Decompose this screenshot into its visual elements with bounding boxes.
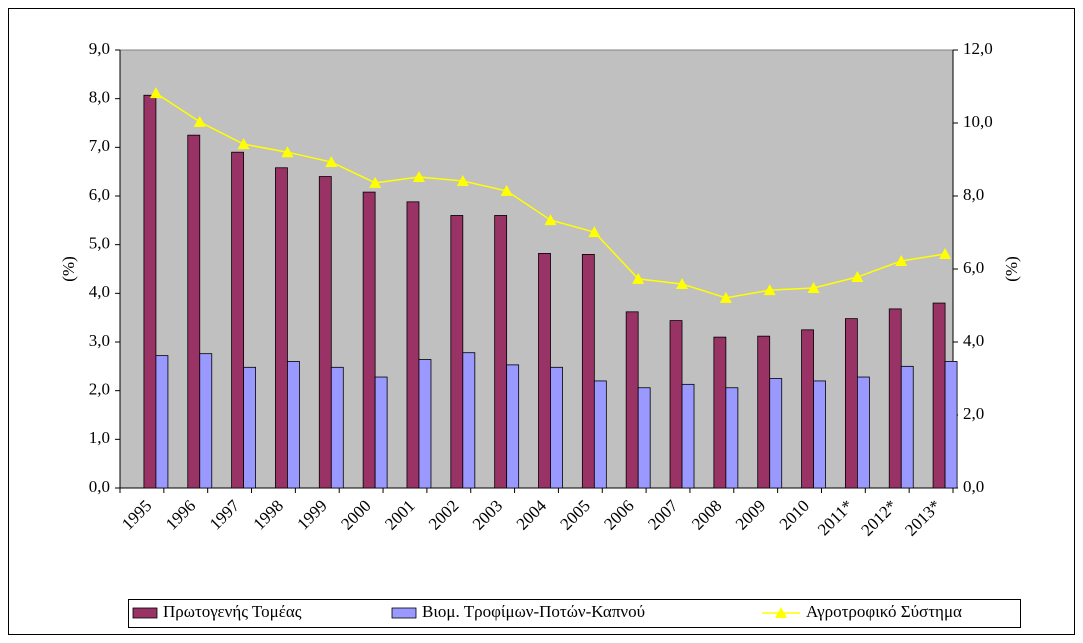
bar [143,94,157,489]
bar [275,167,288,489]
bar [757,335,771,489]
bar [844,318,858,489]
legend-swatch [775,607,787,618]
bar [669,320,683,489]
bar [330,366,344,489]
y2-tick-label: 8,0 [963,185,984,204]
bar [550,366,563,489]
line-marker [588,226,601,238]
bar [418,359,432,489]
legend-box [128,599,1021,628]
legend-label: Πρωτογενής Τομέας [163,602,302,621]
y-tick-label: 3,0 [89,331,110,350]
bar [725,387,739,489]
bar [231,151,245,489]
line-marker [851,271,864,283]
y2-tick-label: 10,0 [963,112,993,131]
bar [494,215,508,489]
bar [374,376,388,489]
y-tick-label: 7,0 [89,136,110,155]
y-tick-label: 1,0 [89,428,110,447]
line-marker [237,138,250,150]
bar [581,253,595,489]
y2-tick-label: 6,0 [963,258,984,277]
y2-tick-label: 4,0 [963,331,984,350]
bar [362,191,376,489]
bar [406,201,420,489]
bar [462,352,476,489]
bar [450,215,464,489]
line-marker [544,214,557,226]
y2-tick-label: 0,0 [963,477,984,496]
y2-tick-label: 12,0 [963,39,993,58]
bar [801,329,814,489]
legend-swatch [391,607,417,619]
bar [625,311,639,489]
line-marker [369,176,382,188]
y-tick-label: 2,0 [89,380,110,399]
y2-tick-label: 2,0 [963,404,984,423]
bar [769,378,783,489]
bar [637,387,651,489]
legend-label: Βιομ. Τροφίμων-Ποτών-Καπνού [422,602,645,621]
y-tick-label: 9,0 [89,39,110,58]
line-marker [632,272,645,284]
line-marker [456,175,469,187]
y-axis-label: (%) [59,256,78,281]
y2-axis-label: (%) [1002,256,1021,281]
bar [506,364,520,489]
bar [593,380,607,489]
y-tick-label: 8,0 [89,88,110,107]
bar [538,253,551,489]
line-marker [281,146,294,158]
bar [888,308,902,489]
bar [944,361,958,489]
line-marker [939,248,952,260]
y-tick-label: 4,0 [89,282,110,301]
bar [318,176,332,489]
line-marker [719,291,732,303]
bar [713,336,727,489]
bar [187,134,201,489]
bar [856,376,870,489]
y-tick-label: 0,0 [89,477,110,496]
line-marker [412,171,425,183]
line-marker [325,156,338,168]
line-marker [895,254,908,266]
bar [900,365,914,489]
y-tick-label: 6,0 [89,185,110,204]
bar [199,353,213,489]
line-marker [193,115,206,127]
line-marker [500,184,513,196]
line-marker [149,87,162,99]
bar [287,361,300,489]
legend-swatch [132,607,158,619]
y-tick-label: 5,0 [89,234,110,253]
bar [932,302,946,489]
bar [681,383,695,489]
bar [243,366,257,489]
line-marker [676,277,689,289]
bar [155,355,169,489]
line-marker [763,284,776,296]
bar [813,380,826,489]
line-marker [807,281,820,293]
legend-label: Αγροτροφικό Σύστημα [806,602,962,621]
